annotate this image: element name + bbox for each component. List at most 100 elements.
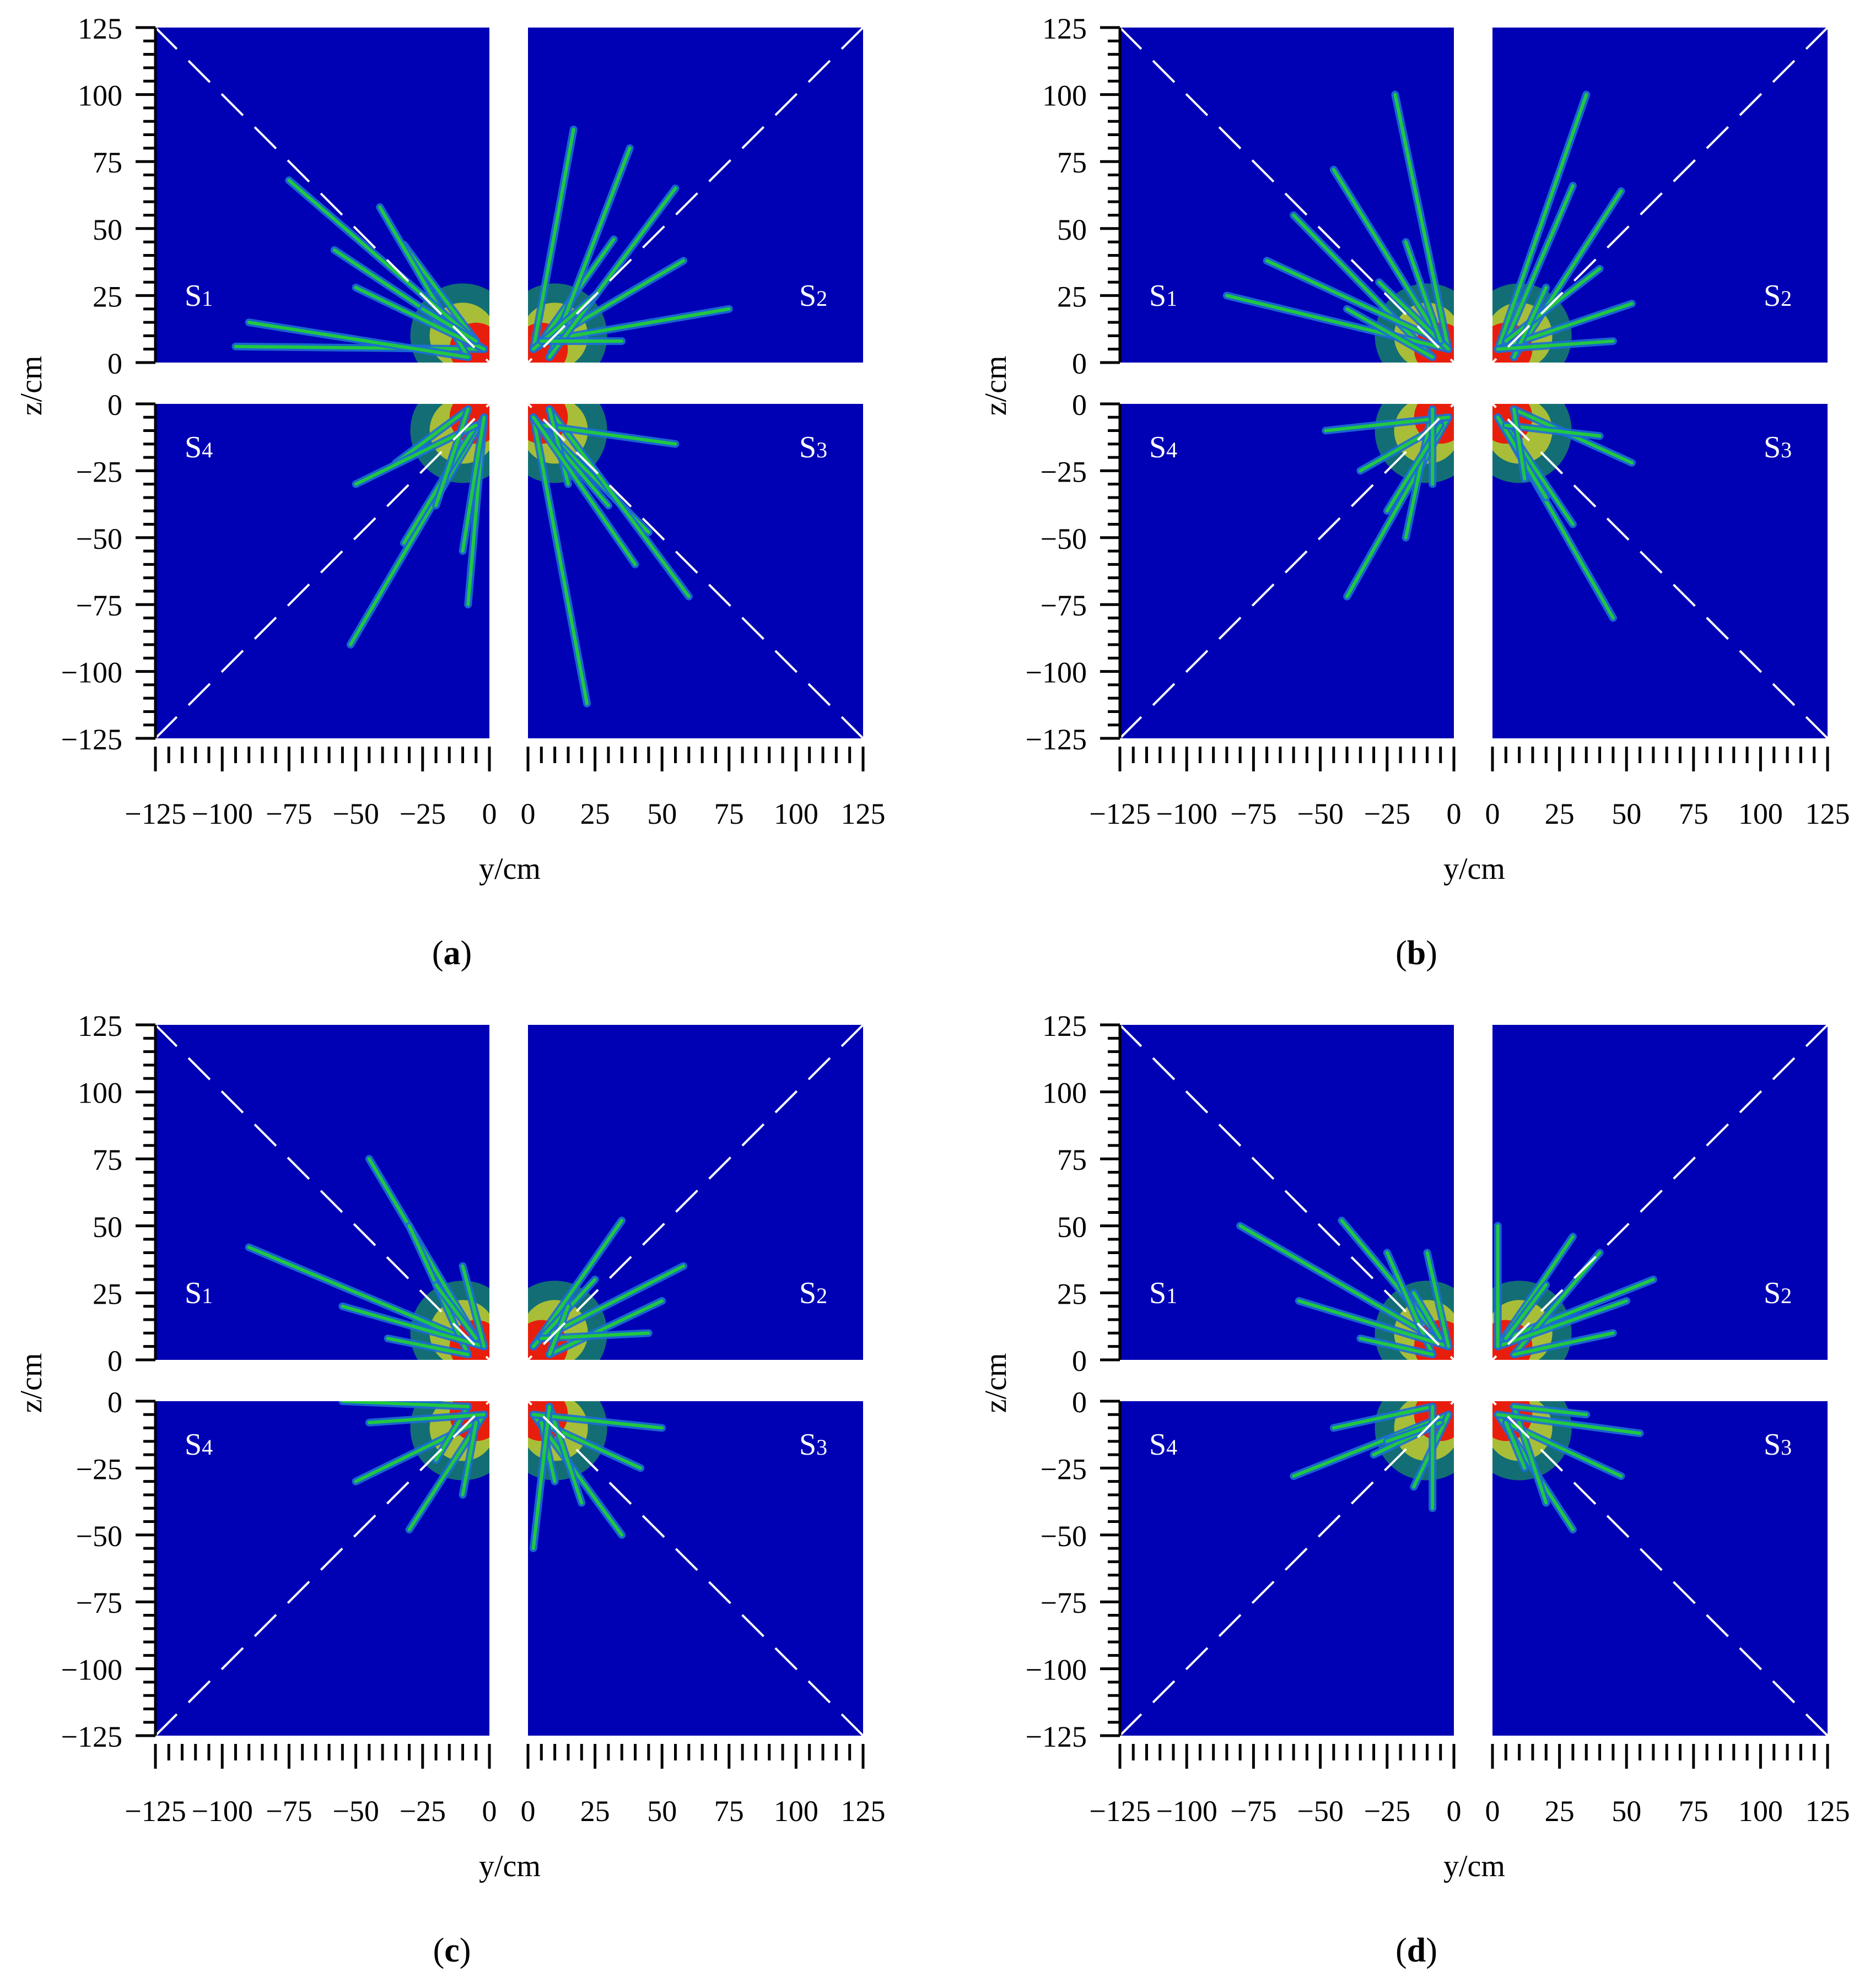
quadrant-q1 — [1119, 26, 1455, 364]
crack — [1504, 1278, 1655, 1341]
quadrant-label-letter: S — [799, 430, 816, 464]
z-tick-label: 0 — [107, 1386, 122, 1419]
z-tick-label: 125 — [78, 12, 122, 45]
panel-d: S1 S2S3S41250100−2575−5050−7525−1000−125z… — [979, 1009, 1850, 1969]
y-tick-label: 0 — [1447, 797, 1462, 830]
crack — [1404, 240, 1442, 343]
crack — [1297, 1299, 1451, 1348]
y-tick-label: −50 — [1297, 1795, 1343, 1828]
crack — [1332, 168, 1442, 343]
y-tick-label: 50 — [647, 797, 677, 830]
z-tick-label: −25 — [76, 455, 122, 488]
quadrant-label-s4: S4 — [1149, 1428, 1177, 1462]
crack — [1504, 1420, 1527, 1470]
quadrant-label-subscript: 3 — [816, 1435, 827, 1460]
z-tick-label: 25 — [93, 1277, 122, 1310]
quadrant-label-letter: S — [1764, 1276, 1781, 1310]
quadrant-label-s2: S2 — [799, 1276, 827, 1310]
dashed-diagonal — [1119, 1024, 1455, 1361]
z-tick-label: −75 — [76, 589, 122, 622]
quadrant-label-letter: S — [799, 1428, 816, 1462]
quadrant-q4 — [154, 1400, 491, 1737]
quadrant-label-subscript: 1 — [1166, 286, 1177, 311]
dashed-diagonal — [154, 1400, 491, 1737]
crack — [386, 1337, 470, 1357]
caption-paren-open: ( — [1395, 934, 1407, 972]
z-tick-label: −25 — [1041, 1452, 1087, 1485]
crack — [547, 1299, 664, 1357]
z-axis — [1100, 1023, 1122, 1737]
y-tick-label: 50 — [1612, 1795, 1641, 1828]
crack — [394, 407, 470, 464]
quadrant-label-subscript: 4 — [1166, 437, 1177, 462]
crack — [1512, 189, 1623, 359]
quadrant-label-s1: S1 — [1149, 1276, 1177, 1310]
z-tick-label: 0 — [107, 388, 122, 422]
crack — [1332, 1404, 1435, 1430]
caption-paren-close: ) — [461, 934, 472, 972]
y-tick-label: −25 — [400, 1795, 446, 1828]
quadrant-label-s3: S3 — [799, 1428, 827, 1462]
y-tick-label: −75 — [1230, 1795, 1276, 1828]
quadrant-q4 — [154, 403, 491, 739]
z-tick-label: −25 — [76, 1452, 122, 1485]
z-tick-label: 0 — [1072, 1386, 1087, 1419]
quadrant-label-s1: S1 — [185, 279, 213, 313]
dashed-diagonal — [1491, 1400, 1829, 1737]
z-tick-label: 75 — [1057, 146, 1087, 179]
z-tick-label: 50 — [1057, 213, 1087, 246]
y-tick-label: 25 — [580, 797, 610, 830]
caption-paren-close: ) — [1426, 1932, 1437, 1969]
dashed-diagonal — [154, 1024, 491, 1361]
dashed-diagonal — [527, 1024, 864, 1361]
crack — [540, 1264, 686, 1341]
dashed-diagonal — [1491, 1024, 1829, 1361]
z-tick-label: 125 — [78, 1009, 122, 1042]
y-axis-label: y/cm — [1443, 852, 1505, 886]
crack — [1324, 415, 1451, 433]
crack — [1412, 1291, 1442, 1341]
z-tick-label: −125 — [61, 1720, 122, 1753]
crack — [1504, 183, 1575, 343]
y-tick-label: 0 — [482, 797, 497, 830]
caption-letter: b — [1407, 934, 1426, 972]
quadrant-label-subscript: 2 — [1781, 286, 1792, 311]
crack — [341, 1304, 486, 1348]
crack — [234, 344, 486, 351]
y-tick-label: −125 — [1089, 797, 1150, 830]
z-axis — [1100, 26, 1122, 740]
y-tick-label: −100 — [191, 797, 252, 830]
z-tick-label: 0 — [107, 1344, 122, 1377]
crack — [1238, 1224, 1451, 1348]
caption-paren-open: ( — [1395, 1932, 1407, 1969]
y-axis — [154, 1744, 865, 1769]
z-tick-label: 25 — [1057, 280, 1087, 313]
y-tick-label: −100 — [191, 1795, 252, 1828]
quadrant-label-letter: S — [799, 279, 816, 313]
z-tick-label: −100 — [61, 656, 122, 689]
y-axis-label: y/cm — [479, 852, 541, 886]
y-tick-label: −50 — [332, 797, 379, 830]
y-tick-label: 0 — [482, 1795, 497, 1828]
crack — [434, 1283, 478, 1341]
quadrant-label-subscript: 3 — [816, 437, 827, 462]
crack — [1292, 213, 1435, 359]
panel-c: S1 S2S3S41250100−2575−5050−7525−1000−125z… — [14, 1009, 886, 1969]
caption-paren-open: ( — [433, 1932, 445, 1969]
crack — [247, 1245, 486, 1348]
quadrant-q4 — [1119, 403, 1455, 739]
y-tick-label: 100 — [774, 797, 818, 830]
z-tick-label: 125 — [1042, 1009, 1087, 1042]
z-axis-label: z/cm — [979, 356, 1013, 416]
quadrant-label-subscript: 3 — [1781, 1435, 1792, 1460]
quadrant-q4 — [1119, 1400, 1455, 1737]
crack — [531, 127, 575, 351]
y-tick-label: 75 — [1679, 1795, 1709, 1828]
caption-letter: d — [1407, 1932, 1426, 1969]
z-tick-label: 0 — [1072, 347, 1087, 380]
y-tick-label: −100 — [1156, 1795, 1217, 1828]
quadrant-label-s2: S2 — [1764, 1276, 1792, 1310]
y-tick-label: 50 — [647, 1795, 677, 1828]
z-tick-label: −100 — [1026, 1654, 1087, 1687]
